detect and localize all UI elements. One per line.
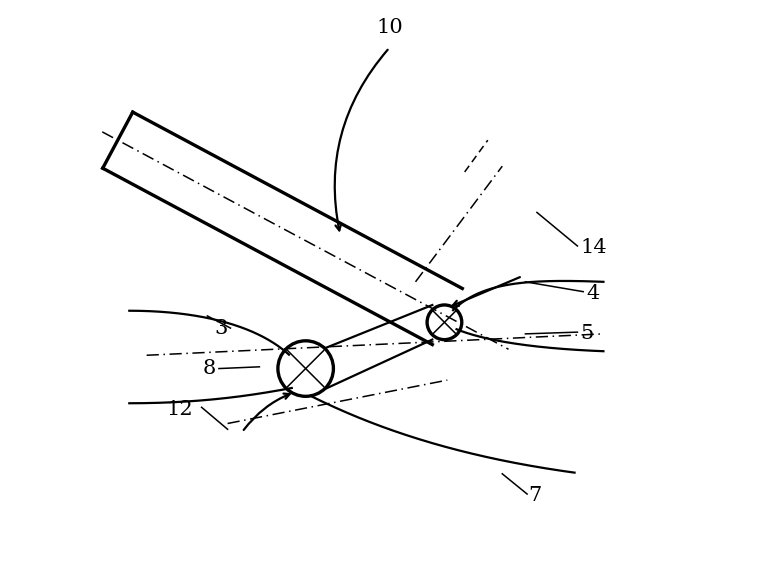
Text: 3: 3 (214, 318, 227, 338)
Text: 12: 12 (166, 400, 193, 418)
Text: 5: 5 (580, 324, 594, 343)
Text: 10: 10 (376, 18, 403, 37)
Text: 8: 8 (203, 359, 216, 378)
Text: 7: 7 (528, 486, 541, 505)
Text: 14: 14 (580, 238, 607, 257)
Text: 4: 4 (586, 284, 599, 303)
